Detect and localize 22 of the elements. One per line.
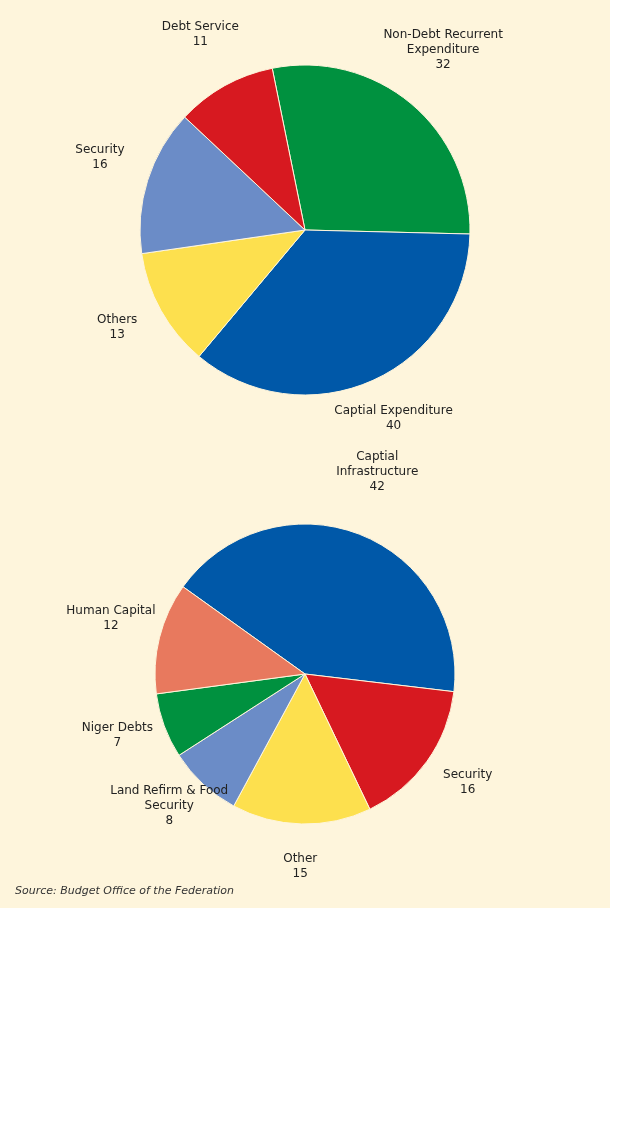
slice-label: Debt Service <box>161 19 239 34</box>
data-label: 8 <box>165 812 174 827</box>
slice-label: Security <box>443 767 493 782</box>
data-label: 15 <box>292 865 308 880</box>
data-label: 11 <box>192 34 208 49</box>
slice-label: Human Capital <box>66 602 156 617</box>
slice-label: Niger Debts <box>81 720 153 735</box>
data-label: 16 <box>460 782 476 797</box>
slice-label: Other <box>283 850 318 865</box>
data-label: 7 <box>113 735 122 750</box>
slice-label: Captial Expenditure <box>334 402 453 417</box>
data-label: 40 <box>385 417 402 432</box>
data-label: 13 <box>109 326 125 341</box>
data-label: 32 <box>435 57 451 72</box>
data-label: 42 <box>369 479 385 494</box>
slice-label: Captial Infrastructure <box>336 449 419 479</box>
data-label: 12 <box>103 617 119 632</box>
slice-label: Others <box>97 311 138 326</box>
source-note: Source: Budget Office of the Federation <box>15 884 235 897</box>
data-label: 16 <box>92 157 108 172</box>
slice-label: Security <box>75 142 125 157</box>
slice-label: Non-Debt Recurrent Expenditure <box>383 27 504 57</box>
